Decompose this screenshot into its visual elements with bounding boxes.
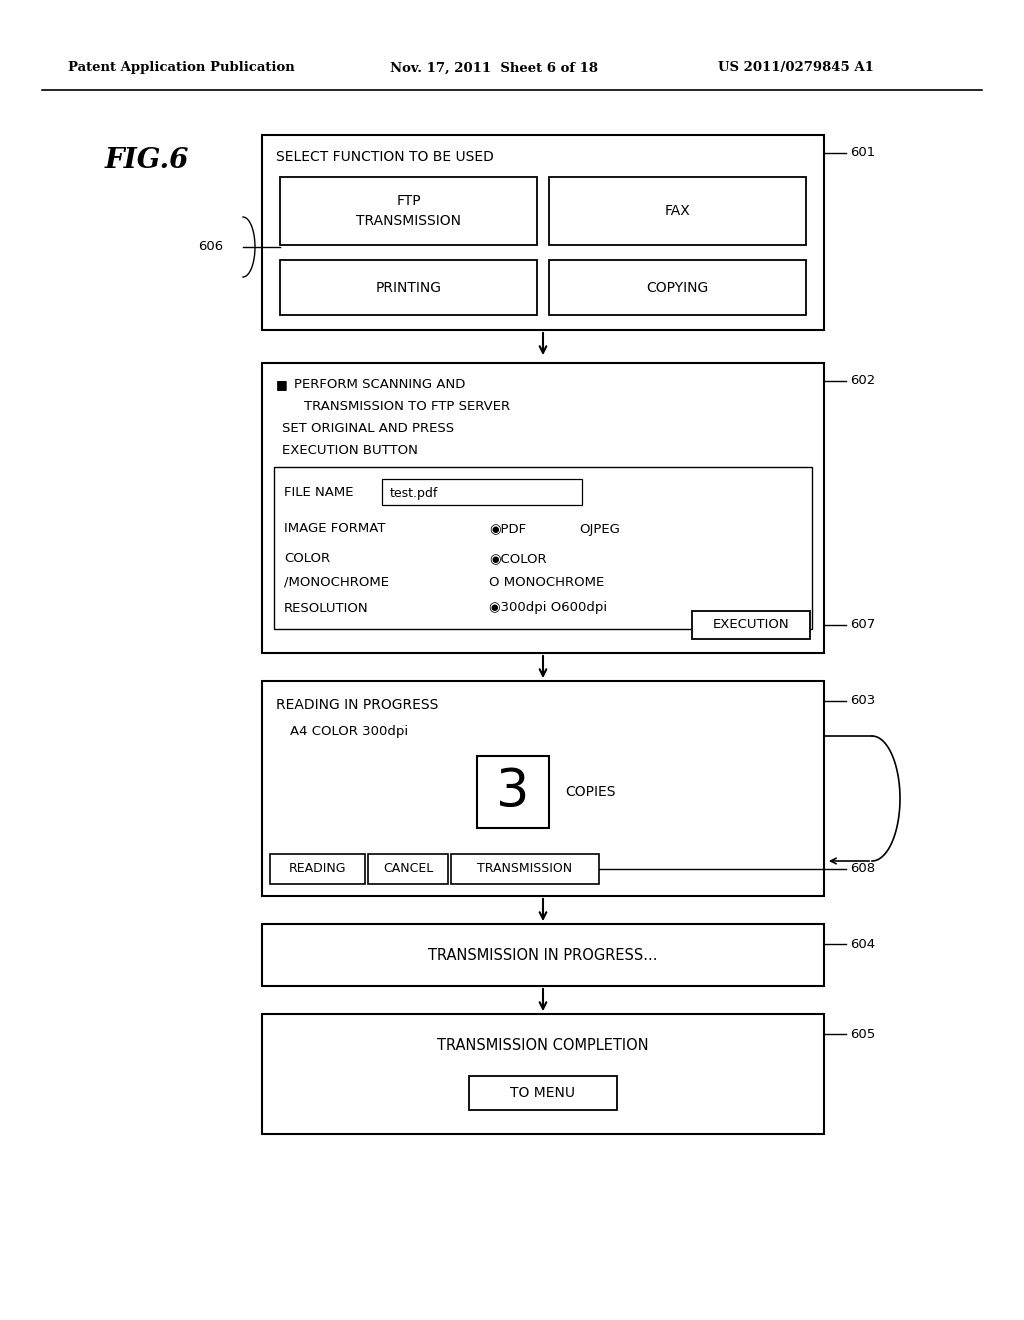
Bar	[382, 479, 582, 506]
Text: FAX: FAX	[665, 205, 690, 218]
Bar	[549, 260, 806, 315]
Bar	[451, 854, 599, 884]
Bar	[477, 756, 549, 828]
Text: COPIES: COPIES	[565, 785, 615, 799]
Bar	[262, 1014, 824, 1134]
Bar	[368, 854, 449, 884]
Text: 601: 601	[850, 147, 876, 160]
Text: TRANSMISSION COMPLETION: TRANSMISSION COMPLETION	[437, 1039, 649, 1053]
Bar	[262, 135, 824, 330]
Text: OJPEG: OJPEG	[579, 523, 620, 536]
Text: READING: READING	[289, 862, 346, 875]
Text: 605: 605	[850, 1027, 876, 1040]
Text: TRANSMISSION: TRANSMISSION	[477, 862, 572, 875]
Bar	[692, 611, 810, 639]
Text: FIG.6: FIG.6	[105, 147, 189, 173]
Text: ◉PDF: ◉PDF	[489, 523, 526, 536]
Text: PRINTING: PRINTING	[376, 281, 441, 294]
Text: 607: 607	[850, 619, 876, 631]
Text: TRANSMISSION: TRANSMISSION	[356, 214, 461, 228]
Text: /MONOCHROME: /MONOCHROME	[284, 576, 389, 589]
Text: TO MENU: TO MENU	[511, 1086, 575, 1100]
Bar	[280, 260, 537, 315]
Text: O MONOCHROME: O MONOCHROME	[489, 576, 604, 589]
Text: US 2011/0279845 A1: US 2011/0279845 A1	[718, 62, 873, 74]
Text: 608: 608	[850, 862, 876, 875]
Text: EXECUTION BUTTON: EXECUTION BUTTON	[282, 445, 418, 458]
Text: TRANSMISSION IN PROGRESS...: TRANSMISSION IN PROGRESS...	[428, 948, 657, 962]
Text: A4 COLOR 300dpi: A4 COLOR 300dpi	[290, 725, 409, 738]
Text: COPYING: COPYING	[646, 281, 709, 294]
Text: SELECT FUNCTION TO BE USED: SELECT FUNCTION TO BE USED	[276, 150, 494, 164]
Text: CANCEL: CANCEL	[383, 862, 433, 875]
Bar	[262, 924, 824, 986]
Text: FILE NAME: FILE NAME	[284, 487, 353, 499]
Bar	[549, 177, 806, 246]
Bar	[280, 177, 537, 246]
Text: FTP: FTP	[396, 194, 421, 209]
Text: 3: 3	[497, 766, 529, 818]
Text: Patent Application Publication: Patent Application Publication	[68, 62, 295, 74]
Text: IMAGE FORMAT: IMAGE FORMAT	[284, 523, 385, 536]
Text: SET ORIGINAL AND PRESS: SET ORIGINAL AND PRESS	[282, 422, 454, 436]
Bar	[469, 1076, 617, 1110]
Text: Nov. 17, 2011  Sheet 6 of 18: Nov. 17, 2011 Sheet 6 of 18	[390, 62, 598, 74]
Text: COLOR: COLOR	[284, 553, 330, 565]
Text: 603: 603	[850, 694, 876, 708]
Text: RESOLUTION: RESOLUTION	[284, 602, 369, 615]
Text: ■: ■	[276, 379, 288, 392]
Text: test.pdf: test.pdf	[390, 487, 438, 499]
Text: 602: 602	[850, 375, 876, 388]
Text: ◉300dpi O600dpi: ◉300dpi O600dpi	[489, 602, 607, 615]
Bar	[274, 467, 812, 630]
Text: EXECUTION: EXECUTION	[713, 619, 790, 631]
Text: 604: 604	[850, 937, 876, 950]
Bar	[262, 681, 824, 896]
Bar	[262, 363, 824, 653]
Text: READING IN PROGRESS: READING IN PROGRESS	[276, 698, 438, 711]
Bar	[270, 854, 365, 884]
Text: PERFORM SCANNING AND: PERFORM SCANNING AND	[294, 379, 465, 392]
Text: ◉COLOR: ◉COLOR	[489, 553, 547, 565]
Text: 606: 606	[198, 240, 223, 253]
Text: TRANSMISSION TO FTP SERVER: TRANSMISSION TO FTP SERVER	[304, 400, 510, 413]
